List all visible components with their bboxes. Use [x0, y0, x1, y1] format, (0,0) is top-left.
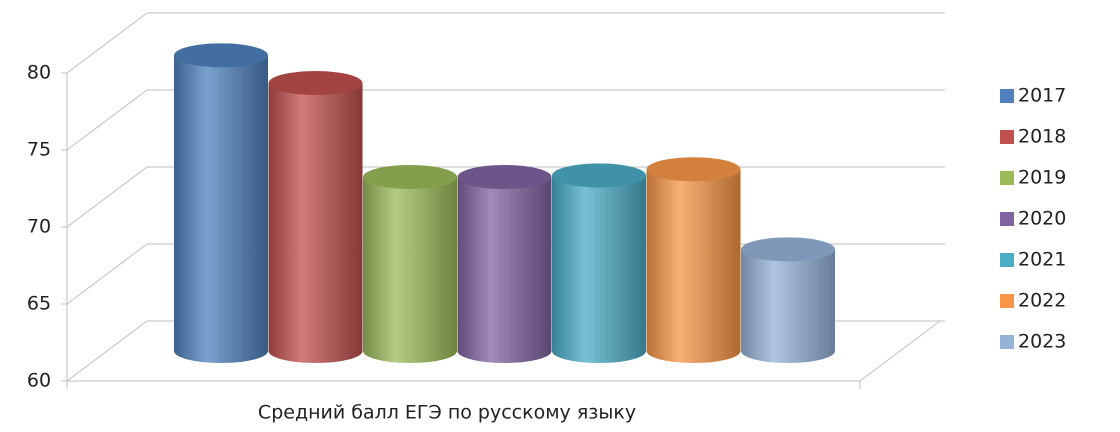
legend-swatch [1000, 130, 1014, 144]
legend-swatch [1000, 212, 1014, 226]
bar [174, 55, 268, 363]
y-tick-label: 70 [27, 216, 51, 238]
grid-line [66, 243, 148, 305]
y-tick-label: 75 [27, 139, 51, 161]
bar [268, 83, 363, 363]
floor-line [859, 320, 941, 382]
legend-swatch [1000, 294, 1014, 308]
legend-label: 2023 [1018, 331, 1066, 353]
legend-label: 2017 [1018, 85, 1066, 107]
bar-top [552, 163, 646, 188]
bar [741, 249, 835, 363]
grid-line [66, 320, 148, 382]
bar-top [646, 157, 741, 182]
y-tick-label: 65 [27, 293, 51, 315]
legend-label: 2021 [1018, 249, 1066, 271]
bar-top [268, 71, 363, 96]
bar [457, 176, 552, 363]
grid-line [66, 89, 148, 151]
grid-line [66, 12, 148, 74]
legend-swatch [1000, 89, 1014, 103]
legend-label: 2019 [1018, 167, 1066, 189]
legend-swatch [1000, 335, 1014, 349]
bar-top [457, 164, 552, 189]
y-tick-label: 60 [27, 370, 51, 392]
legend-label: 2022 [1018, 290, 1066, 312]
legend-label: 2018 [1018, 126, 1066, 148]
bar [363, 176, 457, 363]
bar [646, 169, 741, 363]
bar-top [741, 237, 835, 262]
legend-swatch [1000, 253, 1014, 267]
bar-top [174, 43, 268, 68]
x-tick-label: Средний балл ЕГЭ по русскому языку [258, 402, 636, 424]
y-tick-label: 80 [27, 62, 51, 84]
bar-top [363, 164, 457, 189]
legend-label: 2020 [1018, 208, 1066, 230]
grid-line [66, 166, 148, 228]
legend-swatch [1000, 171, 1014, 185]
bar [552, 175, 646, 363]
